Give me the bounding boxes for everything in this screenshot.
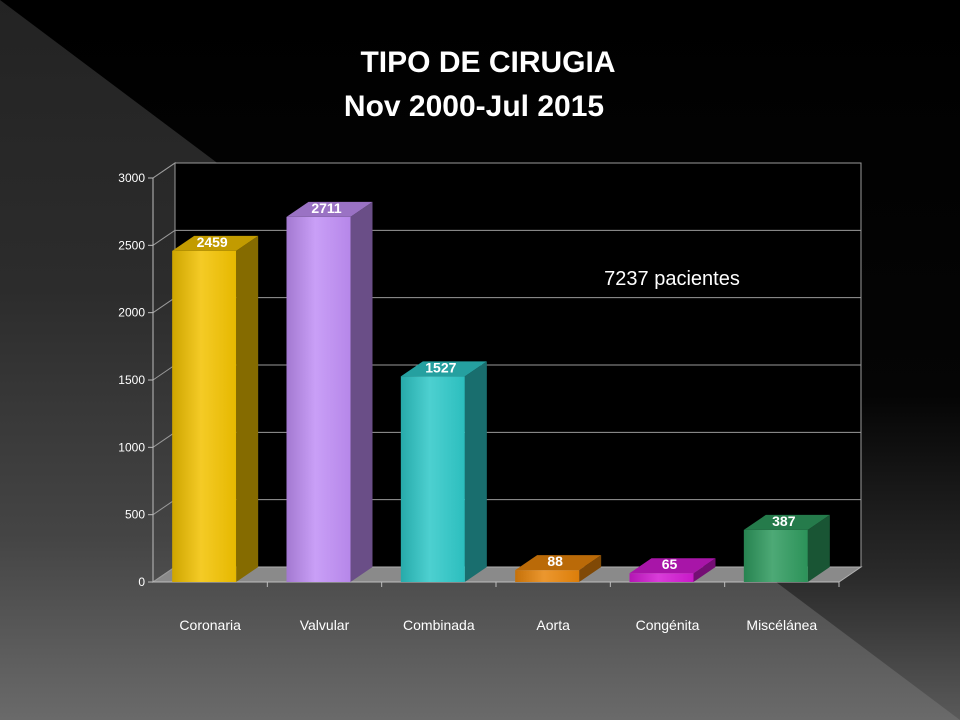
bar-top-combinada [400, 361, 487, 377]
y-tick-label: 3000 [118, 171, 145, 185]
gridline-diagonal [152, 297, 176, 314]
data-label: 2711 [311, 200, 342, 216]
gridline-diagonal [152, 364, 176, 381]
chart-subtitle: Nov 2000-Jul 2015 [343, 90, 605, 123]
bar-side-aorta [579, 555, 602, 582]
x-tick-label: Combinada [403, 617, 475, 633]
x-tick-label: Coronaria [179, 617, 241, 633]
gridline-diagonal [152, 499, 176, 516]
bar-top-coronaria [172, 235, 259, 251]
chart-title: TIPO DE CIRUGIA [360, 46, 616, 79]
y-tick-label: 500 [125, 508, 145, 522]
y-tick-label: 1000 [118, 440, 145, 454]
labels-layer: 0 500 1000 1500 2000 2500 3000 2459 Coronaria 271… [118, 171, 817, 633]
bar-side-coronaria [236, 235, 259, 582]
bar-top-congénita [629, 558, 716, 574]
bar-coronaria [172, 250, 237, 582]
x-tick-label: Miscélánea [746, 617, 817, 633]
y-tick-label: 0 [138, 575, 145, 589]
bar-aorta [515, 570, 580, 582]
bar-side-valvular [350, 201, 373, 582]
bar-side-combinada [464, 361, 487, 582]
y-tick-label: 2000 [118, 306, 145, 320]
y-tick-label: 1500 [118, 373, 145, 387]
data-label: 88 [547, 553, 563, 569]
bar-side-miscélánea [807, 514, 830, 582]
gridline-diagonal [152, 229, 176, 246]
bar-side-congénita [693, 558, 716, 582]
x-tick-label: Congénita [636, 617, 700, 633]
bar-miscélánea [743, 529, 808, 582]
data-label: 1527 [425, 359, 456, 375]
x-tick-label: Aorta [536, 617, 570, 633]
bar-top-aorta [515, 555, 602, 571]
gridline-diagonal [152, 162, 176, 179]
bar-top-miscélánea [743, 514, 830, 530]
data-label: 387 [772, 513, 796, 529]
y-tick-label: 2500 [118, 238, 145, 252]
bar-combinada [400, 376, 465, 582]
bar-congénita [629, 573, 694, 582]
data-label: 2459 [197, 234, 228, 250]
bars-layer [172, 201, 830, 582]
bar-top-valvular [286, 201, 373, 217]
data-label: 65 [662, 556, 678, 572]
x-tick-label: Valvular [300, 617, 350, 633]
gridline-diagonal [152, 431, 176, 448]
total-patients-annotation: 7237 pacientes [604, 268, 740, 290]
bar-valvular [286, 216, 351, 582]
